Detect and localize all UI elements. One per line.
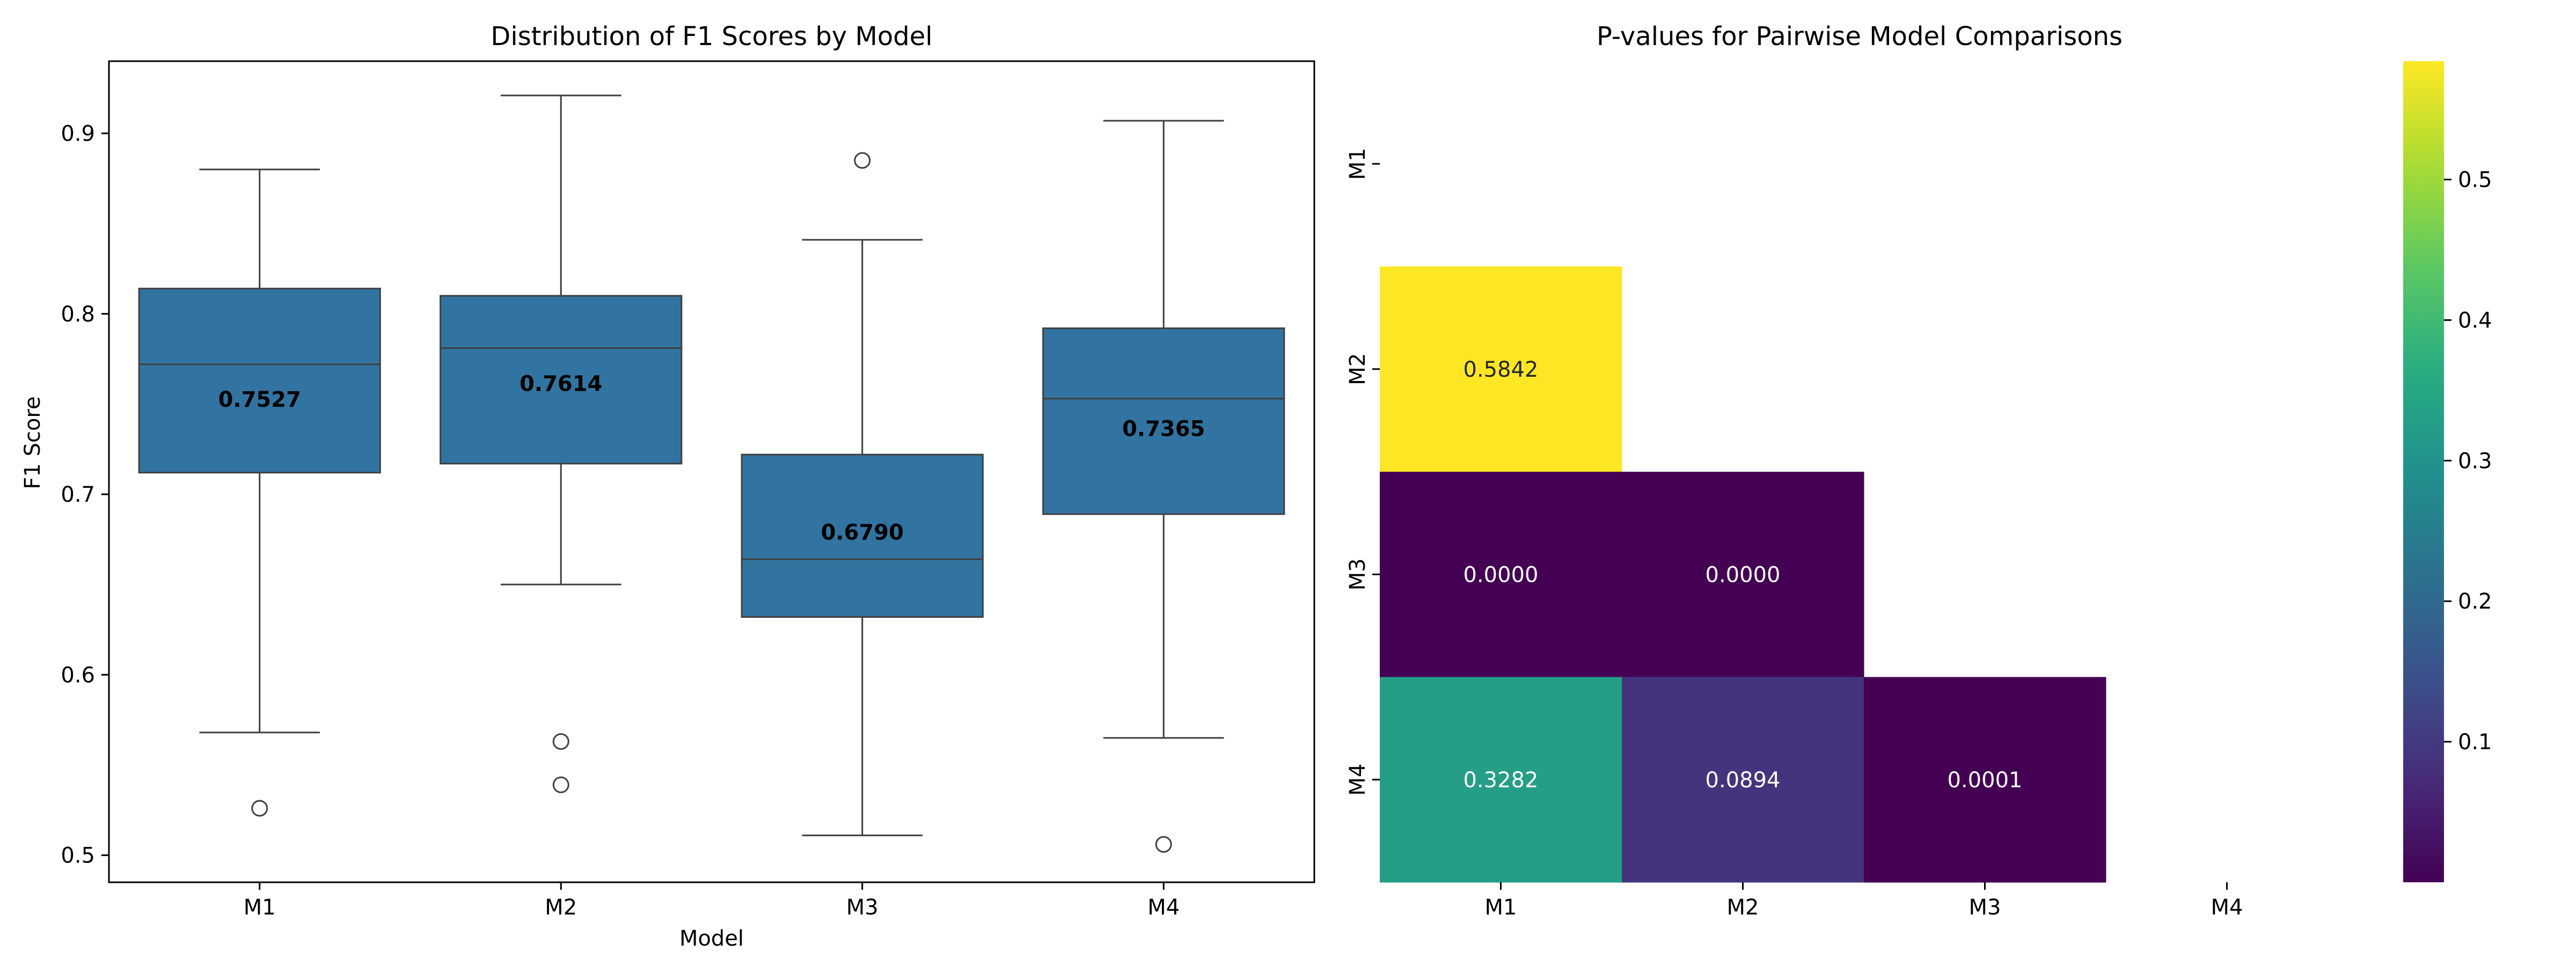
outlier-point [1155,836,1172,853]
iqr-box [440,295,683,465]
box-m2: 0.7614 [440,94,683,793]
outlier-point [854,152,871,169]
iqr-box [741,453,984,618]
boxplot-panel: Distribution of F1 Scores by Model F1 Sc… [20,21,1315,951]
colorbar-tick-label: 0.3 [2458,449,2492,473]
heatmap-cell-value: 0.0894 [1706,768,1781,793]
boxplot-y-tick-label: 0.8 [61,302,95,327]
iqr-box [138,288,381,474]
heatmap-cell-fill [1622,472,1864,677]
heatmap-cell-m4-m1: 0.3282 [1380,677,1622,883]
boxplot-x-axis-label: Model [679,926,744,951]
boxplot-x-tick-label: M4 [1147,895,1180,920]
heatmap-x-tick-label: M2 [1727,895,1759,920]
boxplot-axes-frame [108,60,1315,883]
heatmap-cell-fill [1864,677,2106,883]
heatmap-title: P-values for Pairwise Model Comparisons [1597,21,2123,52]
heatmap-cell-value: 0.0001 [1948,768,2023,793]
heatmap-cell-fill [1380,266,1622,472]
heatmap-cell-value: 0.0000 [1463,562,1539,587]
heatmap-y-tick-label: M3 [1345,558,1370,590]
mean-label: 0.7614 [519,372,602,397]
heatmap-cell-fill [1380,677,1622,883]
boxplot-y-tick-label: 0.7 [61,482,95,507]
box-m4: 0.7365 [1042,120,1285,853]
heatmap-x-ticks: M1 M2 M3 M4 [1485,882,2243,920]
heatmap-cell-m4-m2: 0.0894 [1622,677,1864,883]
boxplot-x-tick-label: M2 [545,895,577,920]
heatmap-y-tick-label: M1 [1345,148,1370,180]
heatmap-cell-m3-m2: 0.0000 [1622,472,1864,677]
heatmap-y-tick-label: M4 [1345,764,1370,796]
colorbar: 0.1 0.2 0.3 0.4 0.5 [2403,61,2492,882]
box-m1: 0.7527 [138,169,381,817]
boxplot-marks: 0.7527 0.7614 0.6790 0.7365 [138,94,1285,853]
heatmap-cell-fill [1622,677,1864,883]
boxplot-x-tick-label: M3 [846,895,879,920]
mean-label: 0.7365 [1122,416,1205,441]
heatmap-x-tick-label: M4 [2211,895,2243,920]
heatmap-cell-m2-m1: 0.5842 [1380,266,1622,472]
boxplot-y-tick-label: 0.5 [61,844,95,868]
heatmap-x-tick-label: M1 [1485,895,1517,920]
heatmap-cell-value: 0.5842 [1463,357,1539,382]
box-m3: 0.6790 [741,152,984,837]
boxplot-title: Distribution of F1 Scores by Model [491,21,932,52]
heatmap-y-tick-label: M2 [1345,353,1370,385]
heatmap-cell-m3-m1: 0.0000 [1380,472,1622,677]
heatmap-x-tick-label: M3 [1969,895,2001,920]
outlier-point [552,776,569,793]
colorbar-tick-label: 0.2 [2458,589,2492,614]
colorbar-tick-label: 0.5 [2458,168,2492,193]
heatmap-cell-fill [1380,472,1622,677]
boxplot-y-tick-label: 0.9 [61,122,95,147]
boxplot-y-ticks: 0.5 0.6 0.7 0.8 0.9 [61,122,109,868]
colorbar-tick-label: 0.1 [2458,730,2492,755]
heatmap-cell-value: 0.0000 [1706,562,1781,587]
heatmap-y-ticks: M1 M2 M3 M4 [1345,148,1380,796]
boxplot-x-tick-label: M1 [244,895,276,920]
outlier-point [251,800,268,817]
outlier-point [552,733,569,750]
heatmap-cells: 0.5842 0.0000 0.0000 0.3282 0.0894 0.0001 [1380,266,2106,883]
heatmap-panel: P-values for Pairwise Model Comparisons … [1345,21,2243,920]
mean-label: 0.7527 [218,387,301,412]
colorbar-gradient [2403,61,2444,882]
colorbar-tick-label: 0.4 [2458,308,2492,333]
boxplot-y-axis-label: F1 Score [20,396,45,489]
heatmap-cell-value: 0.3282 [1463,768,1539,793]
colorbar-ticks: 0.1 0.2 0.3 0.4 0.5 [2444,168,2492,755]
boxplot-x-ticks: M1 M2 M3 M4 [244,882,1180,920]
iqr-box [1042,327,1285,515]
mean-label: 0.6790 [821,521,904,545]
boxplot-y-tick-label: 0.6 [61,663,95,687]
heatmap-cell-m4-m3: 0.0001 [1864,677,2106,883]
